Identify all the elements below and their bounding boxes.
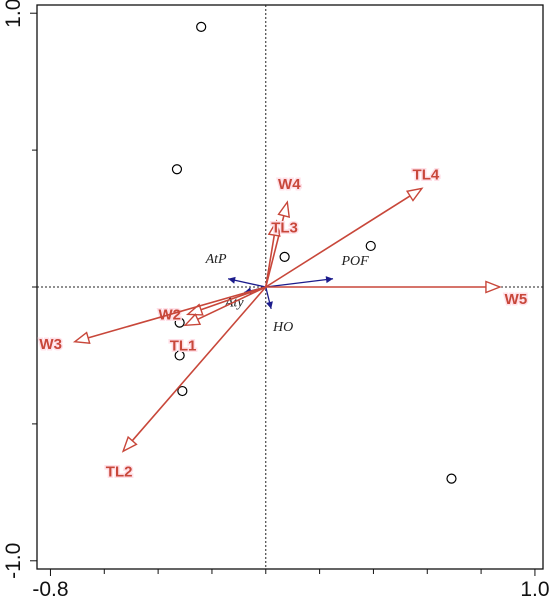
response-arrow-line [265,215,285,288]
env-arrow-label: AtP [205,252,227,267]
response-arrow-label: TL1 [170,337,197,354]
response-arrow-head [405,187,424,202]
env-arrow-head [266,301,273,309]
site-point [446,473,457,484]
site-point [279,251,290,262]
response-arrow-head [267,219,281,237]
site-point [174,350,185,361]
response-arrow-label: W3 [39,336,62,353]
y-tick-label: -1.0 [2,543,25,579]
response-arrow-label: W5 [505,291,528,308]
env-arrow-label: HO [272,320,293,335]
response-arrow-head [485,280,502,294]
response-arrow-label: TL2 [106,463,133,480]
response-arrow-line [87,286,266,339]
response-arrow-label: W4 [278,176,301,193]
response-arrow-line [264,234,276,288]
response-arrow-label: TL3 [271,219,298,236]
response-arrow-line [131,286,267,442]
response-arrow-head [183,313,202,327]
response-arrow-label: TL4 [413,166,440,183]
x-tick-label: -0.8 [32,578,68,600]
env-arrow-head [325,276,334,284]
env-arrow-line [265,278,334,288]
response-arrow-head [121,435,138,453]
site-point [177,385,188,397]
response-arrow-head [72,331,91,344]
site-point [365,240,376,252]
site-point [196,21,207,33]
response-arrow-head [277,200,291,218]
env-arrow-head [228,276,236,284]
env-arrow-label: POF [340,254,369,269]
response-arrow-line [265,195,411,288]
site-point [171,164,183,175]
response-arrow-line [197,286,267,321]
site-point [174,317,185,328]
y-tick-label: 1.0 [2,0,25,28]
x-tick-label: 1.0 [520,578,549,600]
